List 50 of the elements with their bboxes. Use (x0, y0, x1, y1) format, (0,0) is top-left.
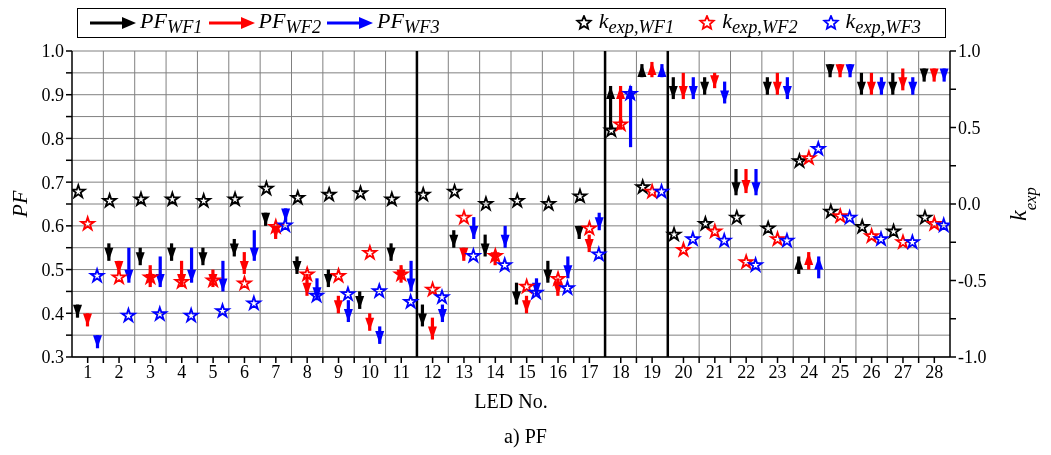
x-tick-label: 23 (768, 361, 787, 382)
x-tick-label: 11 (392, 361, 410, 382)
y2-tick-label: 0.0 (958, 194, 981, 215)
y-tick-label: 1.0 (41, 41, 64, 62)
y-axis-title: PF (7, 190, 32, 219)
x-tick-label: 4 (177, 361, 187, 382)
x-tick-label: 22 (737, 361, 756, 382)
x-tick-label: 16 (549, 361, 568, 382)
x-tick-label: 10 (360, 361, 379, 382)
x-tick-label: 17 (580, 361, 599, 382)
y2-tick-label: -0.5 (958, 270, 987, 291)
x-tick-label: 7 (271, 361, 281, 382)
legend-label: PF$_{WF2}$ (258, 7, 322, 39)
x-tick-label: 3 (145, 361, 155, 382)
x-tick-label: 21 (705, 361, 724, 382)
x-tick-label: 6 (239, 361, 249, 382)
y2-tick-label: 0.5 (958, 117, 981, 138)
x-tick-label: 14 (486, 361, 505, 382)
y-tick-label: 0.3 (41, 347, 64, 368)
legend-label: k$_{exp,WF2}$ (722, 7, 798, 39)
y2-tick-label: 1.0 (958, 41, 981, 62)
x-tick-label: 5 (208, 361, 218, 382)
x-tick-label: 19 (643, 361, 662, 382)
y-tick-label: 0.7 (41, 172, 64, 193)
y-tick-label: 0.8 (41, 128, 64, 149)
y-tick-label: 0.5 (41, 259, 64, 280)
x-tick-label: 26 (862, 361, 881, 382)
x-tick-label: 13 (454, 361, 473, 382)
legend-label: PF$_{WF1}$ (140, 7, 203, 39)
x-tick-label: 12 (423, 361, 442, 382)
x-tick-label: 27 (893, 361, 912, 382)
x-tick-label: 25 (831, 361, 850, 382)
x-tick-label: 24 (799, 361, 818, 382)
x-tick-label: 1 (83, 361, 93, 382)
y-tick-label: 0.4 (41, 303, 64, 324)
x-tick-label: 18 (611, 361, 630, 382)
y-tick-label: 0.9 (41, 85, 64, 106)
x-tick-label: 8 (302, 361, 312, 382)
legend-label: k$_{exp,WF3}$ (845, 7, 921, 39)
y2-tick-label: -1.0 (958, 347, 987, 368)
x-tick-label: 28 (925, 361, 944, 382)
x-tick-label: 2 (114, 361, 124, 382)
x-axis-title: LED No. (474, 390, 548, 412)
x-tick-label: 9 (334, 361, 344, 382)
text: a) PF (503, 425, 548, 448)
x-tick-label: 20 (674, 361, 693, 382)
legend-label: PF$_{WF3}$ (377, 7, 440, 39)
legend-label: k$_{exp,WF1}$ (598, 7, 675, 39)
y-tick-label: 0.6 (41, 216, 64, 237)
x-tick-label: 15 (517, 361, 536, 382)
